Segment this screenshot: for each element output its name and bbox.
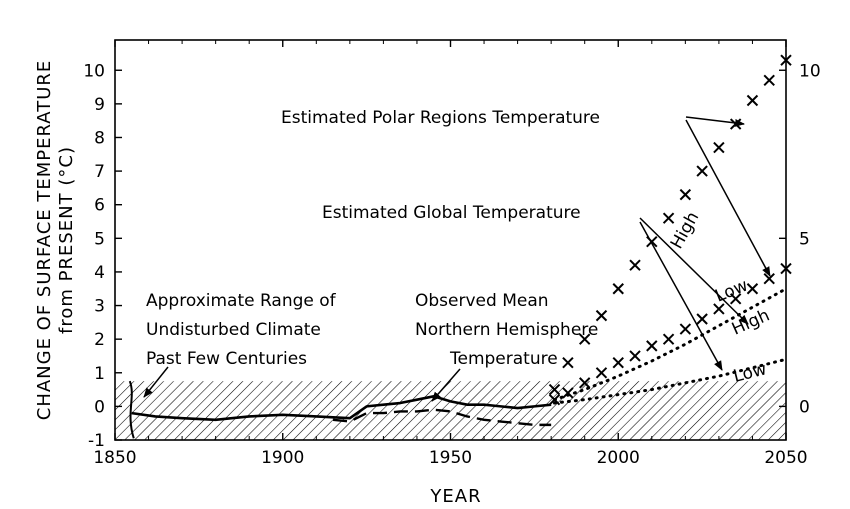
x-marker-stroke — [763, 74, 775, 87]
x-marker-stroke — [713, 141, 725, 154]
x-marker-stroke — [562, 356, 574, 369]
y-tick-label: 7 — [94, 162, 105, 182]
x-marker-stroke — [562, 387, 574, 399]
x-marker-stroke — [780, 262, 792, 275]
x-marker-point — [562, 387, 574, 399]
polar-annotation: Estimated Polar Regions Temperature — [281, 108, 600, 128]
y-axis-label-line2: from PRESENT (°C) — [56, 146, 77, 334]
x-marker-stroke — [746, 94, 759, 107]
x-marker-stroke — [595, 309, 608, 322]
global-arrow-high — [639, 217, 749, 325]
x-marker-point — [679, 323, 692, 335]
x-marker-point — [729, 293, 742, 305]
x-marker-stroke — [679, 323, 692, 335]
y-tick-label: 3 — [94, 297, 105, 317]
x-marker-stroke — [662, 333, 675, 345]
observed-arrow — [431, 368, 461, 402]
x-marker-point — [780, 262, 792, 275]
observed-annotation-line2: Northern Hemisphere — [415, 320, 598, 340]
polar-arrow-low — [685, 119, 771, 277]
x-marker-point — [662, 333, 675, 345]
x-marker-stroke — [696, 313, 708, 325]
range-arrow — [143, 366, 169, 398]
series-line-dotted — [553, 357, 788, 405]
x-marker-point — [548, 383, 561, 396]
y-axis-label-line1: CHANGE OF SURFACE TEMPERATURE — [34, 60, 55, 421]
y-tick-label: 6 — [94, 196, 105, 216]
x-marker-stroke — [612, 356, 624, 369]
x-marker-point — [595, 367, 608, 379]
x-tick-label: 1900 — [261, 448, 304, 468]
x-marker-stroke — [713, 303, 725, 315]
x-marker-stroke — [780, 54, 792, 66]
right-y-tick-label: 5 — [799, 229, 810, 249]
y-tick-label: 2 — [94, 330, 105, 350]
x-marker-stroke — [729, 293, 742, 305]
range-annotation-line2: Undisturbed Climate — [146, 320, 321, 340]
series-line-solid — [131, 395, 552, 422]
x-marker-stroke — [612, 283, 624, 295]
x-marker-point — [679, 188, 692, 201]
observed-annotation-line1: Observed Mean — [415, 291, 549, 311]
y-tick-label: 8 — [94, 128, 105, 148]
global-annotation: Estimated Global Temperature — [322, 203, 581, 223]
x-marker-point — [713, 141, 725, 154]
x-marker-stroke — [696, 165, 708, 177]
x-marker-stroke — [578, 333, 591, 345]
observed-annotation-line3: Temperature — [449, 349, 558, 369]
x-marker-stroke — [763, 272, 775, 285]
x-marker-stroke — [595, 367, 608, 379]
x-marker-point — [746, 94, 759, 107]
range-bracket — [128, 380, 135, 439]
x-marker-point — [763, 74, 775, 87]
x-marker-point — [612, 356, 624, 369]
x-marker-stroke — [578, 377, 591, 389]
y-tick-label: 9 — [94, 95, 105, 115]
y-tick-label: 4 — [94, 263, 105, 283]
x-marker-point — [646, 340, 658, 352]
x-marker-point — [629, 259, 641, 271]
y-tick-label: 1 — [94, 364, 105, 384]
x-marker-stroke — [679, 188, 692, 201]
x-marker-point — [696, 313, 708, 325]
range-annotation-line3: Past Few Centuries — [146, 349, 307, 369]
series-line-dashed — [332, 408, 552, 427]
x-marker-stroke — [646, 235, 658, 248]
polar-arrow-high — [685, 116, 745, 127]
x-marker-point — [696, 165, 708, 177]
x-marker-stroke — [646, 340, 658, 352]
y-tick-label: -1 — [88, 431, 105, 451]
x-axis-label: YEAR — [429, 486, 481, 507]
x-tick-label: 1850 — [93, 448, 136, 468]
y-tick-label: 5 — [94, 229, 105, 249]
x-tick-label: 2000 — [597, 448, 640, 468]
x-marker-stroke — [629, 259, 641, 271]
x-marker-point — [746, 283, 759, 295]
x-tick-label: 2050 — [764, 448, 807, 468]
x-marker-point — [629, 350, 641, 362]
x-marker-stroke — [746, 283, 759, 295]
right-y-tick-label: 10 — [799, 61, 821, 81]
x-marker-point — [780, 54, 792, 66]
global-arrow-low — [639, 221, 723, 371]
x-marker-point — [578, 333, 591, 345]
x-marker-point — [578, 377, 591, 389]
right-y-tick-label: 0 — [799, 397, 810, 417]
x-marker-stroke — [662, 212, 675, 224]
x-marker-point — [595, 309, 608, 322]
range-annotation-line1: Approximate Range of — [146, 291, 337, 311]
x-marker-point — [562, 356, 574, 369]
y-tick-label: 10 — [83, 61, 105, 81]
undisturbed-climate-band — [115, 381, 786, 440]
x-marker-point — [713, 303, 725, 315]
x-marker-stroke — [629, 350, 641, 362]
global-high-label: High — [729, 305, 773, 339]
x-marker-stroke — [548, 383, 561, 396]
x-tick-label: 1950 — [429, 448, 472, 468]
x-marker-point — [662, 212, 675, 224]
x-marker-point — [612, 283, 624, 295]
y-tick-label: 0 — [94, 397, 105, 417]
